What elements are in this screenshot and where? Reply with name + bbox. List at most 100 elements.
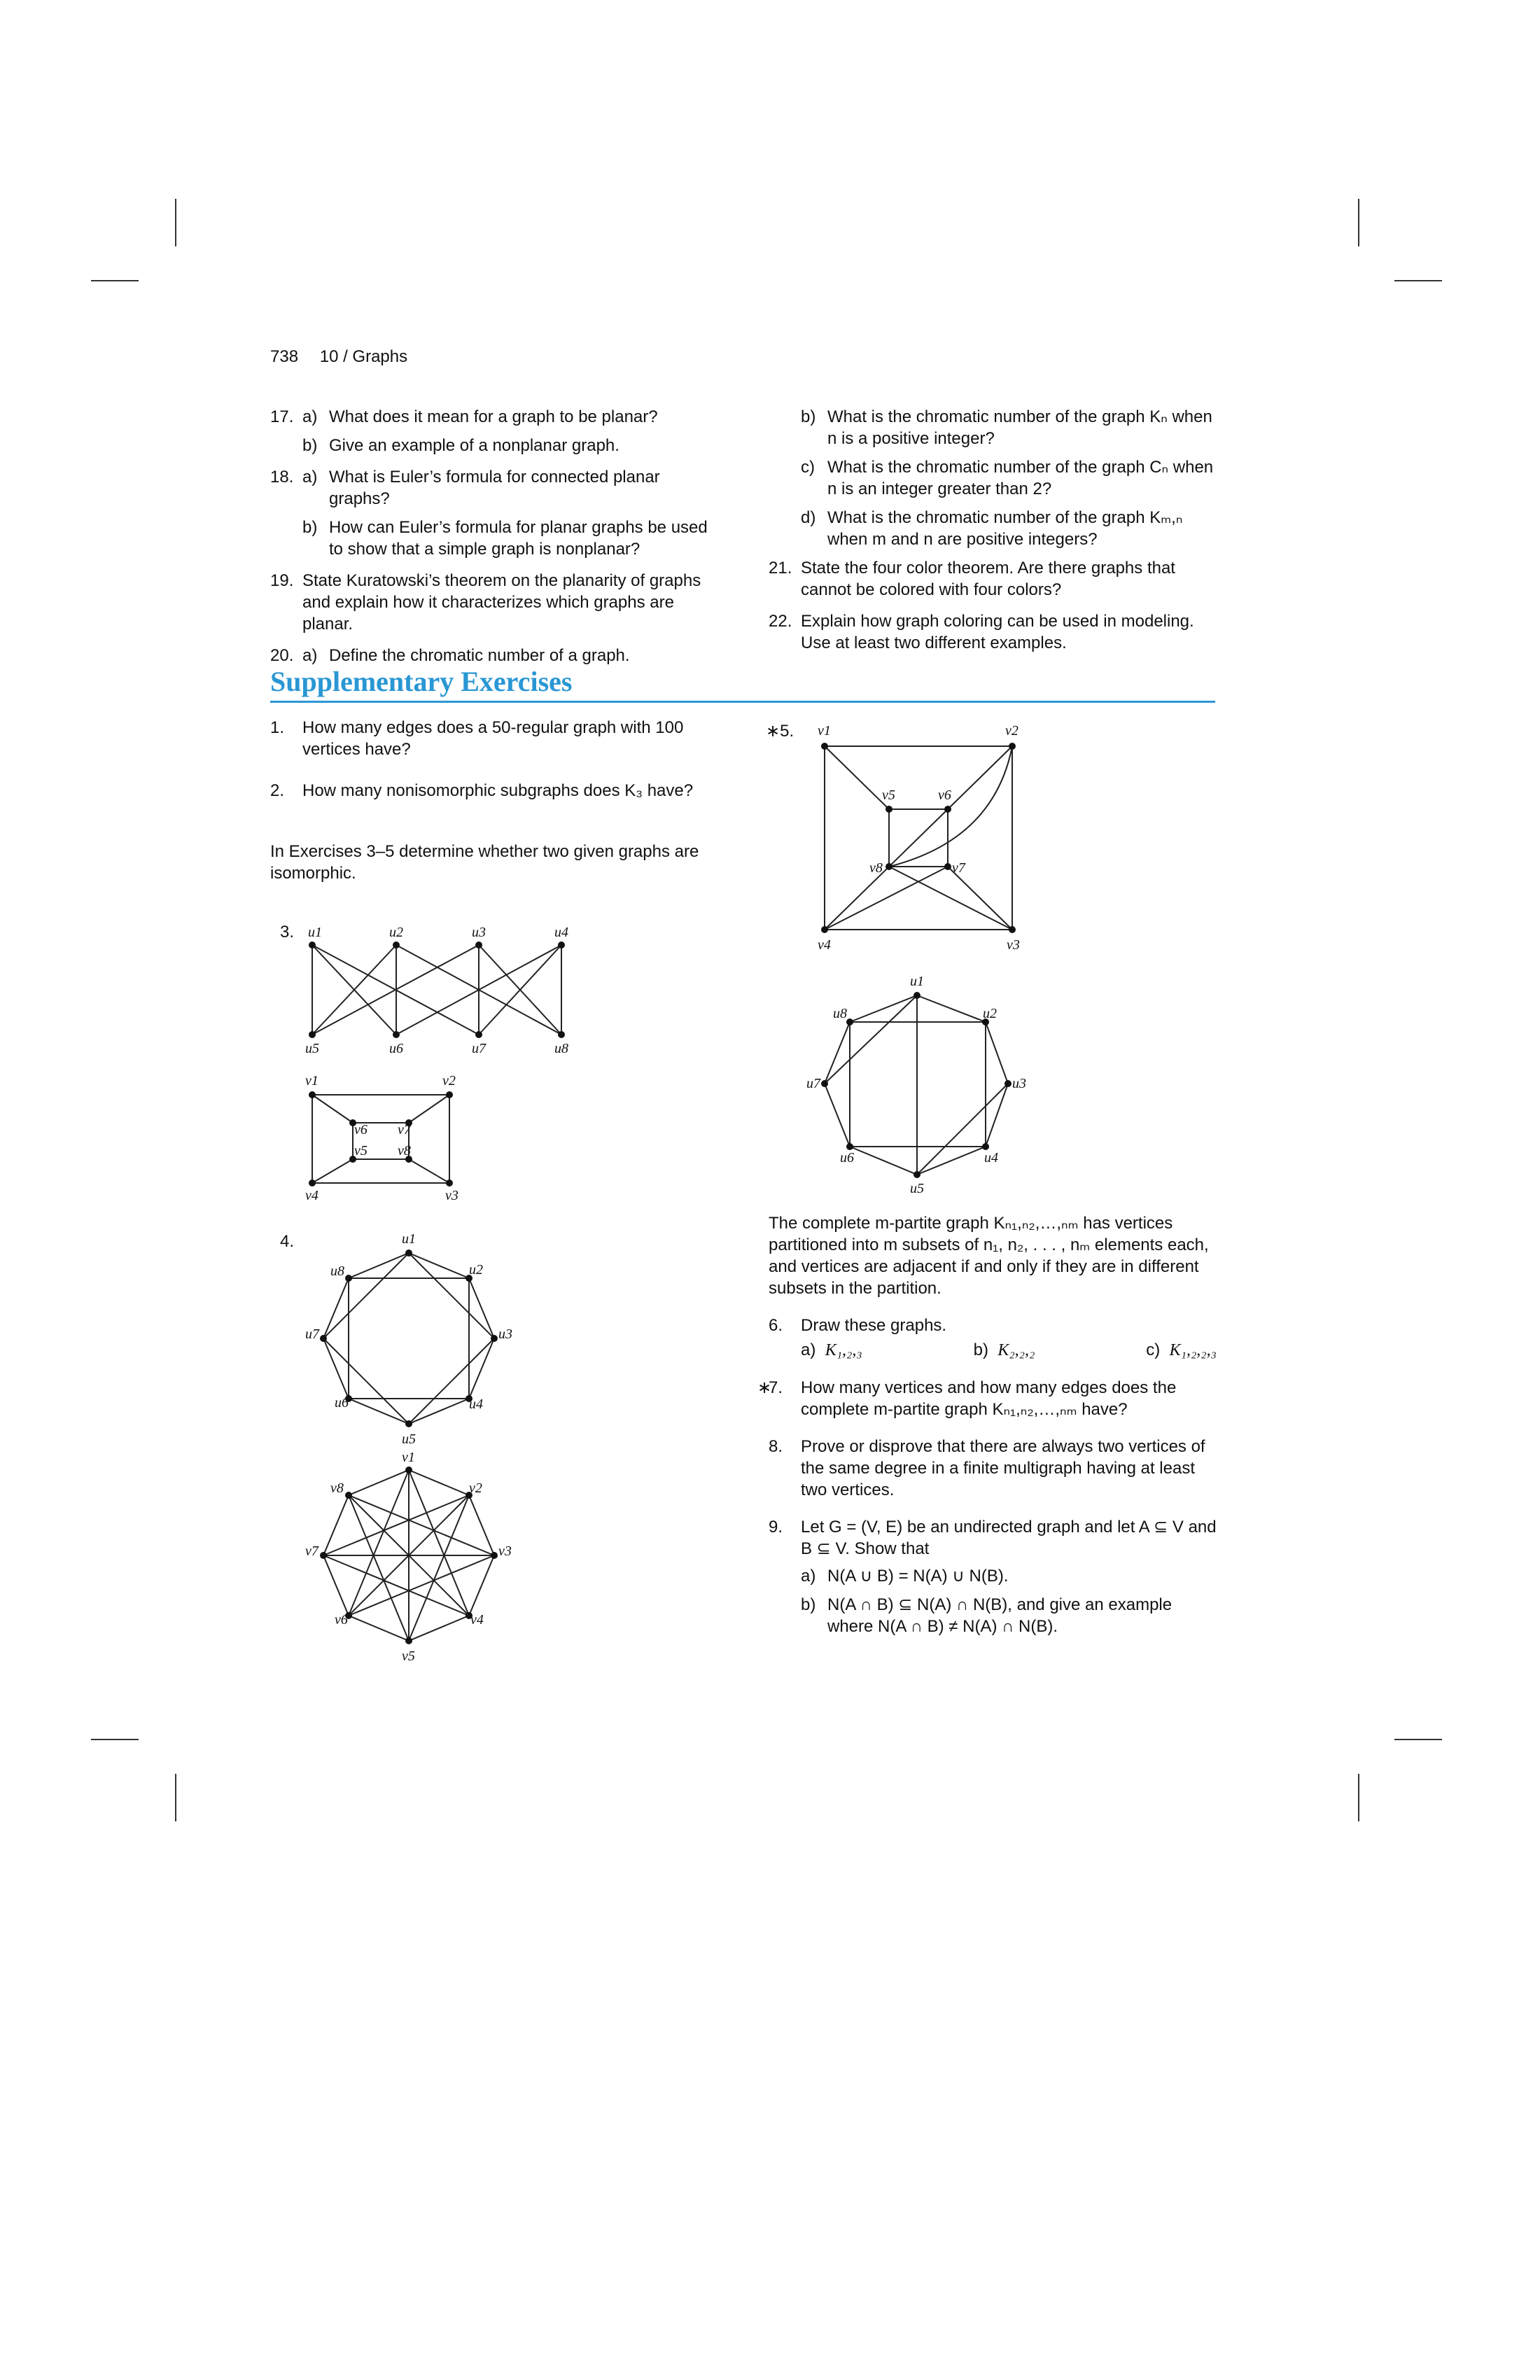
vertex-label: v7 (952, 860, 966, 876)
vertex-label: v8 (869, 860, 883, 876)
vertex-label: v6 (938, 788, 951, 803)
vertex-label: u1 (308, 925, 322, 940)
question-number: 18. (270, 468, 294, 486)
sub-text: What does it mean for a graph to be plan… (329, 407, 658, 426)
review-question-21: 21. State the four color theorem. Are th… (769, 557, 1217, 601)
vertex-label: u3 (1012, 1076, 1026, 1091)
sub-question: b) N(A ∩ B) ⊆ N(A) ∩ N(B), and give an ex… (801, 1594, 1217, 1637)
question-number: 21. (769, 559, 792, 578)
question-text: How many vertices and how many edges doe… (801, 1378, 1177, 1419)
review-question-20-cont: b) What is the chromatic number of the gr… (769, 406, 1217, 550)
sub-question: b) What is the chromatic number of the gr… (801, 406, 1217, 449)
question-number: 8. (769, 1437, 783, 1456)
vertex-label: u6 (840, 1150, 854, 1166)
vertex-label: u5 (305, 1041, 319, 1056)
sub-b: b) K₂,₂,₂ (973, 1340, 1035, 1359)
exercise-number-5: ∗5. (766, 722, 794, 741)
question-text: State the four color theorem. Are there … (801, 559, 1175, 599)
question-number: 19. (270, 571, 294, 590)
supp-question-9: 9. Let G = (V, E) be an undirected graph… (769, 1516, 1217, 1637)
supp-question-1: 1. How many edges does a 50-regular grap… (270, 717, 718, 760)
sub-text: N(A ∩ B) ⊆ N(A) ∩ N(B), and give an exam… (827, 1595, 1172, 1636)
question-number: 2. (270, 781, 285, 800)
question-number: 17. (270, 407, 294, 426)
vertex-label: u4 (554, 925, 568, 940)
review-question-18: 18. a) What is Euler’s formula for connec… (270, 466, 718, 560)
crop-mark (91, 1739, 139, 1740)
vertex-label: v4 (470, 1612, 484, 1628)
supp-question-8: 8. Prove or disprove that there are alwa… (769, 1436, 1217, 1501)
question-text: Explain how graph coloring can be used i… (801, 612, 1194, 652)
question-number: 22. (769, 612, 792, 631)
vertex-label: v7 (398, 1122, 412, 1138)
question-text: How many edges does a 50-regular graph w… (302, 718, 684, 759)
vertex-label: v2 (442, 1073, 456, 1088)
sub-a: a) K₁,₂,₃ (801, 1340, 862, 1359)
vertex-label: u6 (389, 1041, 403, 1056)
review-question-17: 17. a) What does it mean for a graph to b… (270, 406, 718, 456)
sub-question: d) What is the chromatic number of the gr… (801, 507, 1217, 550)
vertex-label: v1 (305, 1073, 318, 1088)
exercise-number-4: 4. (280, 1232, 295, 1251)
sub-label: b) (801, 1595, 816, 1614)
sub-label: d) (801, 508, 816, 527)
sub-text: N(A ∪ B) = N(A) ∪ N(B). (827, 1567, 1009, 1586)
vertex-label: u2 (389, 925, 403, 940)
vertex-label: v8 (398, 1143, 411, 1158)
page-number: 738 (270, 347, 299, 366)
supp-question-6: 6. Draw these graphs. a) K₁,₂,₃ b) K₂,₂,… (769, 1315, 1217, 1362)
sub-question: a) Define the chromatic number of a graph… (302, 645, 718, 666)
sub-text: Give an example of a nonplanar graph. (329, 436, 620, 455)
vertex-label: u3 (472, 925, 486, 940)
crop-mark (1358, 1774, 1359, 1821)
vertex-label: u4 (984, 1150, 998, 1166)
vertex-label: v4 (305, 1188, 318, 1203)
sub-text: Define the chromatic number of a graph. (329, 646, 630, 665)
crop-mark (1394, 280, 1442, 281)
sub-label: a) (302, 468, 318, 486)
sub-text: What is the chromatic number of the grap… (827, 407, 1212, 448)
sub-question: a) What is Euler’s formula for connected … (302, 466, 718, 510)
review-question-19: 19. State Kuratowski’s theorem on the pl… (270, 570, 718, 635)
crop-mark (175, 1774, 176, 1821)
sub-question: c) What is the chromatic number of the gr… (801, 456, 1217, 500)
vertex-label: u4 (469, 1396, 483, 1412)
vertex-label: v5 (882, 788, 895, 803)
sub-label: b) (302, 436, 318, 455)
vertex-label: u1 (910, 974, 924, 989)
supp-question-2: 2. How many nonisomorphic subgraphs does… (270, 780, 718, 802)
review-question-20: 20. a) Define the chromatic number of a g… (270, 645, 718, 666)
crop-mark (91, 280, 139, 281)
vertex-label: v5 (354, 1143, 368, 1158)
question-number: ∗ 7. (757, 1378, 783, 1397)
vertex-label: v3 (1007, 937, 1020, 953)
vertex-label: u7 (472, 1041, 486, 1056)
question-text: Prove or disprove that there are always … (801, 1437, 1205, 1499)
question-number: 1. (270, 718, 285, 737)
vertex-label: u8 (554, 1041, 568, 1056)
sub-question: b) How can Euler’s formula for planar gra… (302, 517, 718, 560)
sub-label: b) (801, 407, 816, 426)
vertex-label: u7 (806, 1076, 821, 1091)
vertex-label: u7 (305, 1326, 320, 1342)
question-text: State Kuratowski’s theorem on the planar… (302, 571, 701, 634)
partite-definition: The complete m-partite graph Kₙ₁,ₙ₂,…,ₙₘ… (769, 1214, 1209, 1298)
vertex-label: u5 (402, 1432, 416, 1447)
sub-row: a) K₁,₂,₃ b) K₂,₂,₂ c) K₁,₂,₂,₃ (801, 1339, 1217, 1362)
review-left-column: 17. a) What does it mean for a graph to b… (270, 406, 718, 676)
vertex-label: v1 (818, 723, 831, 738)
sub-text: How can Euler’s formula for planar graph… (329, 518, 708, 559)
question-text: Let G = (V, E) be an undirected graph an… (801, 1518, 1217, 1558)
vertex-label: u5 (910, 1181, 924, 1196)
vertex-label: v3 (498, 1544, 512, 1559)
vertex-label: v4 (818, 937, 831, 953)
vertex-label: v3 (445, 1188, 458, 1203)
review-right-column: b) What is the chromatic number of the gr… (769, 406, 1217, 664)
sub-question: b) Give an example of a nonplanar graph. (302, 435, 718, 456)
sub-text: What is the chromatic number of the grap… (827, 458, 1214, 498)
vertex-label: u1 (402, 1231, 416, 1247)
sub-question: a) N(A ∪ B) = N(A) ∪ N(B). (801, 1565, 1217, 1587)
question-number: 9. (769, 1518, 783, 1536)
crop-mark (1394, 1739, 1442, 1740)
